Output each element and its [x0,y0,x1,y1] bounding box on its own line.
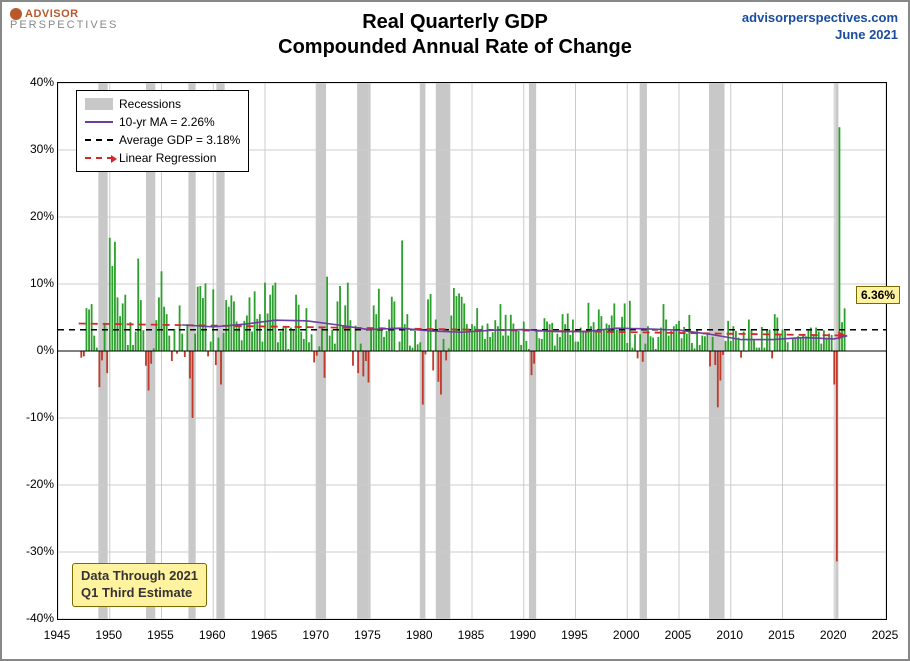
logo-bottom: PERSPECTIVES [10,20,118,31]
legend-avg: Average GDP = 3.18% [85,131,240,149]
legend-ma: 10-yr MA = 2.26% [85,113,240,131]
brand-logo: ADVISOR PERSPECTIVES [10,8,118,31]
legend-recessions: Recessions [85,95,240,113]
attrib-date: June 2021 [742,27,898,44]
note-line1: Data Through 2021 [81,568,198,585]
attrib-site: advisorperspectives.com [742,10,898,27]
swatch-reg [85,157,113,159]
swatch-ma [85,121,113,123]
swatch-avg [85,139,113,141]
data-note: Data Through 2021 Q1 Third Estimate [72,563,207,607]
note-line2: Q1 Third Estimate [81,585,198,602]
legend-reg: Linear Regression [85,149,240,167]
legend: Recessions 10-yr MA = 2.26% Average GDP … [76,90,249,172]
latest-callout: 6.36% [856,286,900,304]
attribution: advisorperspectives.com June 2021 [742,10,898,44]
chart-frame: ADVISOR PERSPECTIVES advisorperspectives… [0,0,910,661]
swatch-recession [85,98,113,110]
